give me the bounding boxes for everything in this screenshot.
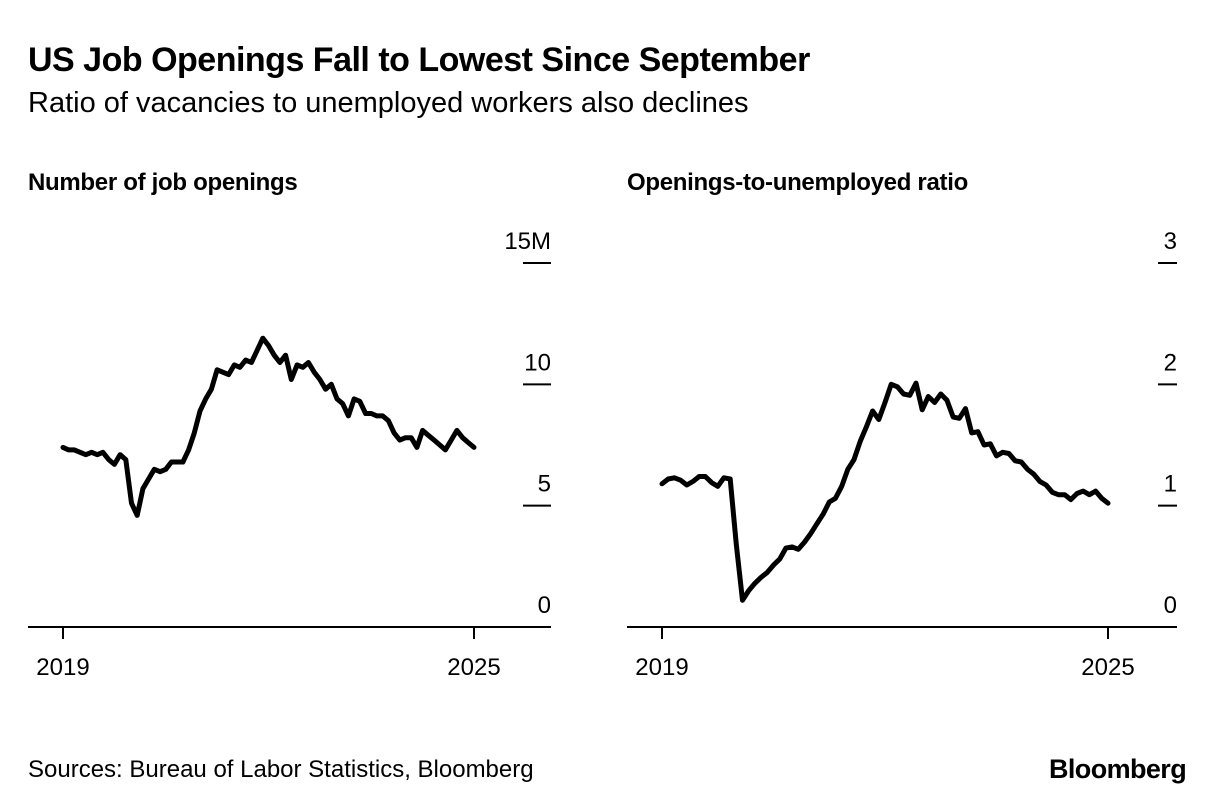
ratio-y-tick-label-2: 2: [1164, 349, 1177, 376]
ratio-x-tick-label-1: 2025: [1081, 654, 1134, 681]
openings-series-line-0: [60, 335, 477, 518]
source-note: Sources: Bureau of Labor Statistics, Blo…: [28, 756, 534, 783]
bloomberg-logo: Bloomberg: [1049, 754, 1187, 784]
ratio-x-tick-label-0: 2019: [635, 654, 688, 681]
openings-y-tick-label-2: 10: [524, 349, 551, 376]
openings-y-tick-label-0: 0: [538, 592, 551, 619]
ratio-y-tick-label-3: 3: [1164, 228, 1177, 255]
ratio-y-tick-label-1: 1: [1164, 471, 1177, 498]
panel-title-ratio: Openings-to-unemployed ratio: [627, 169, 968, 196]
ratio-chart: 0 1 2 3 2019 2025: [627, 228, 1177, 681]
ratio-y-tick-label-0: 0: [1164, 592, 1177, 619]
openings-y-tick-label-3: 15M: [504, 228, 551, 255]
chart-subtitle: Ratio of vacancies to unemployed workers…: [28, 87, 749, 119]
panel-title-job-openings: Number of job openings: [28, 169, 298, 196]
chart-title: US Job Openings Fall to Lowest Since Sep…: [28, 41, 810, 79]
ratio-series-line-0: [659, 380, 1111, 603]
openings-x-tick-label-1: 2025: [447, 654, 500, 681]
openings-y-tick-label-1: 5: [538, 471, 551, 498]
job-openings-chart: 0 5 10 15M 2019 2025: [28, 228, 551, 681]
openings-x-tick-label-0: 2019: [36, 654, 89, 681]
